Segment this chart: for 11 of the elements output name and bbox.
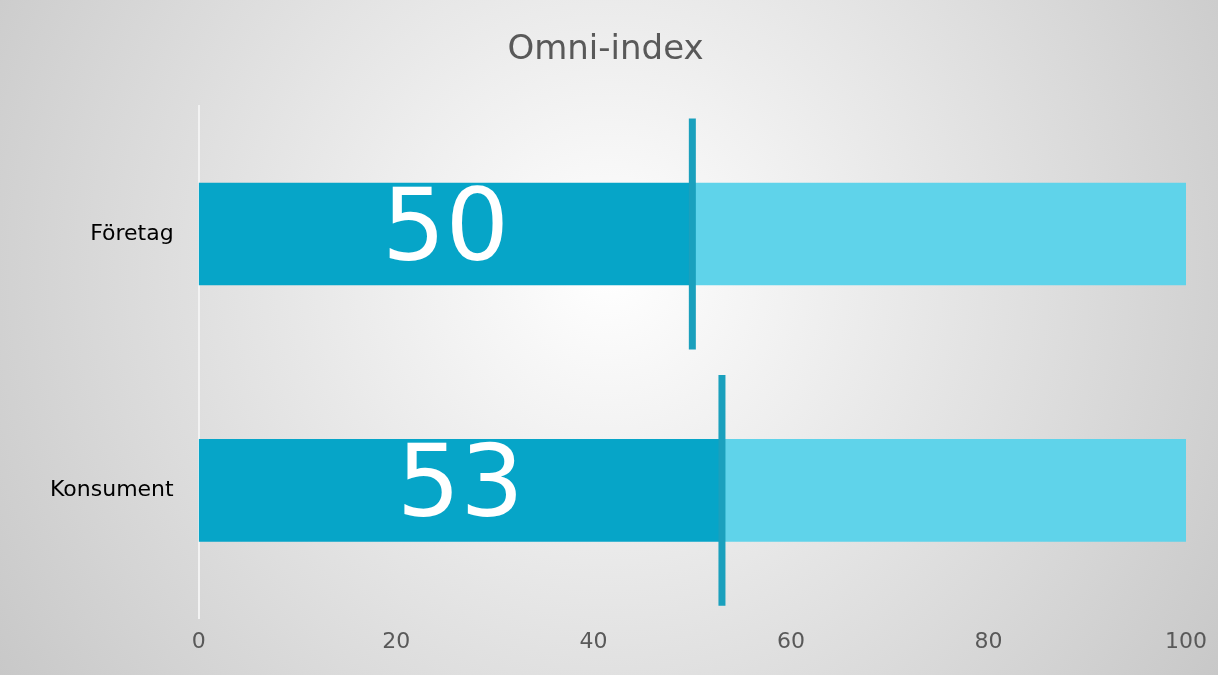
x-tick-label: 80 xyxy=(974,627,1003,653)
y-tick-label: Företag xyxy=(90,219,174,245)
y-tick-label: Konsument xyxy=(49,476,175,502)
chart-title: Omni-index xyxy=(507,27,704,68)
data-label: 50 xyxy=(381,166,510,284)
x-tick-label: 40 xyxy=(579,627,608,653)
data-label: 53 xyxy=(396,423,524,541)
x-tick-label: 100 xyxy=(1165,627,1207,653)
x-tick-label: 60 xyxy=(777,627,806,653)
x-tick-label: 20 xyxy=(382,627,411,653)
x-tick-label: 0 xyxy=(191,627,206,653)
